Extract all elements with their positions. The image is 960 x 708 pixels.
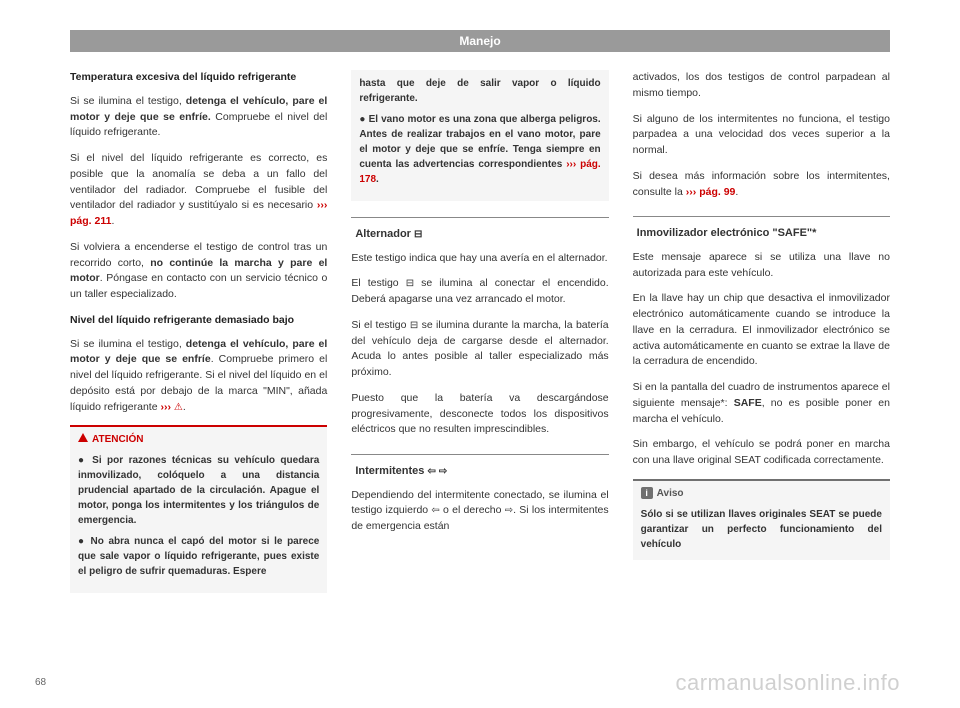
text: El testigo — [351, 277, 405, 289]
battery-icon: ⊟ — [410, 318, 418, 333]
para-4: Si se ilumina el testigo, detenga el veh… — [70, 337, 327, 416]
heading-nivel-bajo: Nivel del líquido refrigerante demasiado… — [70, 313, 327, 329]
aviso-label: Aviso — [657, 488, 684, 499]
para-2: Si el nivel del líquido refrigerante es … — [70, 151, 327, 230]
text: Si el testigo — [351, 319, 410, 331]
text-bold: SAFE — [734, 397, 762, 409]
text: Si desea más información sobre los inter… — [633, 170, 890, 198]
text: . Póngase en contacto con un servicio té… — [70, 272, 327, 300]
para-16: Sin embargo, el vehículo se podrá poner … — [633, 437, 890, 469]
para-11: Si alguno de los intermitentes no funcio… — [633, 112, 890, 159]
content-columns: Temperatura excesiva del líquido refrige… — [70, 70, 890, 593]
page-number: 68 — [35, 677, 46, 688]
atencion-box: ATENCIÓN ● Si por razones técnicas su ve… — [70, 425, 327, 593]
text: El vano motor es una zona que alberga pe… — [359, 114, 600, 170]
para-13: Este mensaje aparece si se utiliza una l… — [633, 250, 890, 282]
text: . — [376, 174, 379, 185]
divider — [351, 217, 608, 218]
text: Si por razones técnicas su vehículo qued… — [78, 455, 319, 526]
para-14: En la llave hay un chip que desactiva el… — [633, 291, 890, 370]
aviso-para: Sólo si se utilizan llaves originales SE… — [641, 507, 882, 552]
section-intermitentes: Intermitentes ⇦ ⇨ — [351, 463, 608, 480]
battery-icon: ⊟ — [414, 227, 422, 242]
page-ref: ››› — [160, 401, 171, 413]
arrow-right-icon: ⇨ — [505, 503, 513, 518]
bullet-icon: ● — [78, 536, 91, 547]
atencion-label: ATENCIÓN — [92, 434, 143, 445]
column-1: Temperatura excesiva del líquido refrige… — [70, 70, 327, 593]
text: . — [183, 401, 186, 413]
text: Si se ilumina el testigo, — [70, 95, 186, 107]
para-15: Si en la pantalla del cuadro de instrume… — [633, 380, 890, 427]
para-3: Si volviera a encenderse el testigo de c… — [70, 240, 327, 303]
text: Si se ilumina el testigo, — [70, 338, 186, 350]
page-header: Manejo — [70, 30, 890, 52]
para-6: El testigo ⊟ se ilumina al conectar el e… — [351, 276, 608, 308]
watermark: carmanualsonline.info — [675, 670, 900, 696]
info-icon: i — [641, 487, 653, 499]
atencion-para-3: hasta que deje de salir vapor o líquido … — [359, 76, 600, 106]
heading-temp-excesiva: Temperatura excesiva del líquido refrige… — [70, 70, 327, 86]
section-inmovilizador: Inmovilizador electrónico "SAFE"* — [633, 225, 890, 242]
warning-triangle-icon — [78, 433, 88, 442]
atencion-para-1: ● Si por razones técnicas su vehículo qu… — [78, 453, 319, 528]
para-10: activados, los dos testigos de control p… — [633, 70, 890, 102]
atencion-title: ATENCIÓN — [78, 427, 319, 453]
manual-page: Manejo Temperatura excesiva del líquido … — [0, 0, 960, 613]
page-ref: ››› pág. 99 — [686, 186, 736, 198]
divider — [633, 216, 890, 217]
para-9: Dependiendo del intermitente conectado, … — [351, 488, 608, 535]
text: Si el nivel del líquido refrigerante es … — [70, 152, 327, 211]
arrow-left-icon: ⇦ — [427, 464, 435, 479]
column-2: hasta que deje de salir vapor o líquido … — [351, 70, 608, 593]
atencion-para-2: ● No abra nunca el capó del motor si le … — [78, 534, 319, 579]
divider — [351, 454, 608, 455]
atencion-para-4: ● El vano motor es una zona que alberga … — [359, 112, 600, 187]
text: . — [735, 186, 738, 198]
para-8: Puesto que la batería va descargándose p… — [351, 391, 608, 438]
text: o el derecho — [440, 504, 505, 516]
para-1: Si se ilumina el testigo, detenga el veh… — [70, 94, 327, 141]
bullet-icon: ● — [78, 455, 92, 466]
text: No abra nunca el capó del motor si le pa… — [78, 536, 319, 577]
text: . — [111, 215, 114, 227]
label-text: Intermitentes — [355, 465, 427, 477]
para-12: Si desea más información sobre los inter… — [633, 169, 890, 201]
para-7: Si el testigo ⊟ se ilumina durante la ma… — [351, 318, 608, 381]
battery-icon: ⊟ — [406, 276, 414, 291]
arrow-right-icon: ⇨ — [439, 464, 447, 479]
label-text: Alternador — [355, 228, 414, 240]
column-3: activados, los dos testigos de control p… — [633, 70, 890, 593]
warning-icon: ⚠ — [174, 400, 183, 415]
aviso-box: i Aviso Sólo si se utilizan llaves origin… — [633, 479, 890, 560]
para-5: Este testigo indica que hay una avería e… — [351, 251, 608, 267]
arrow-left-icon: ⇦ — [431, 503, 439, 518]
atencion-box-cont: hasta que deje de salir vapor o líquido … — [351, 70, 608, 201]
aviso-title: i Aviso — [641, 481, 882, 507]
section-alternador: Alternador ⊟ — [351, 226, 608, 243]
bullet-icon: ● — [359, 114, 368, 125]
